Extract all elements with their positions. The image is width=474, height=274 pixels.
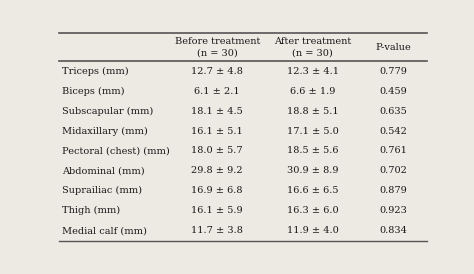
Text: 11.9 ± 4.0: 11.9 ± 4.0 (287, 226, 338, 235)
Text: 0.779: 0.779 (380, 67, 408, 76)
Text: Abdominal (mm): Abdominal (mm) (62, 166, 145, 175)
Text: 0.635: 0.635 (380, 107, 408, 116)
Text: 17.1 ± 5.0: 17.1 ± 5.0 (287, 127, 338, 136)
Text: 30.9 ± 8.9: 30.9 ± 8.9 (287, 166, 338, 175)
Text: Suprailiac (mm): Suprailiac (mm) (62, 186, 142, 195)
Text: Biceps (mm): Biceps (mm) (62, 87, 125, 96)
Text: After treatment
(n = 30): After treatment (n = 30) (274, 37, 351, 58)
Text: 12.7 ± 4.8: 12.7 ± 4.8 (191, 67, 243, 76)
Text: 6.1 ± 2.1: 6.1 ± 2.1 (194, 87, 240, 96)
Text: 11.7 ± 3.8: 11.7 ± 3.8 (191, 226, 243, 235)
Text: Before treatment
(n = 30): Before treatment (n = 30) (174, 37, 260, 58)
Text: 29.8 ± 9.2: 29.8 ± 9.2 (191, 166, 243, 175)
Text: 0.923: 0.923 (380, 206, 408, 215)
Text: Thigh (mm): Thigh (mm) (62, 206, 120, 215)
Text: 16.6 ± 6.5: 16.6 ± 6.5 (287, 186, 338, 195)
Text: 18.1 ± 4.5: 18.1 ± 4.5 (191, 107, 243, 116)
Text: 0.542: 0.542 (380, 127, 408, 136)
Text: 0.761: 0.761 (380, 147, 408, 155)
Text: 16.9 ± 6.8: 16.9 ± 6.8 (191, 186, 243, 195)
Text: 18.8 ± 5.1: 18.8 ± 5.1 (287, 107, 338, 116)
Text: Medial calf (mm): Medial calf (mm) (62, 226, 147, 235)
Text: 16.3 ± 6.0: 16.3 ± 6.0 (287, 206, 338, 215)
Text: P-value: P-value (376, 43, 411, 52)
Text: Subscapular (mm): Subscapular (mm) (62, 107, 154, 116)
Text: Midaxillary (mm): Midaxillary (mm) (62, 127, 148, 136)
Text: 6.6 ± 1.9: 6.6 ± 1.9 (290, 87, 336, 96)
Text: 16.1 ± 5.9: 16.1 ± 5.9 (191, 206, 243, 215)
Text: 18.0 ± 5.7: 18.0 ± 5.7 (191, 147, 243, 155)
Text: 18.5 ± 5.6: 18.5 ± 5.6 (287, 147, 338, 155)
Text: 0.834: 0.834 (380, 226, 408, 235)
Text: 16.1 ± 5.1: 16.1 ± 5.1 (191, 127, 243, 136)
Text: 12.3 ± 4.1: 12.3 ± 4.1 (287, 67, 339, 76)
Text: 0.879: 0.879 (380, 186, 408, 195)
Text: Triceps (mm): Triceps (mm) (62, 67, 129, 76)
Text: 0.702: 0.702 (380, 166, 408, 175)
Text: 0.459: 0.459 (380, 87, 408, 96)
Text: Pectoral (chest) (mm): Pectoral (chest) (mm) (62, 147, 170, 155)
